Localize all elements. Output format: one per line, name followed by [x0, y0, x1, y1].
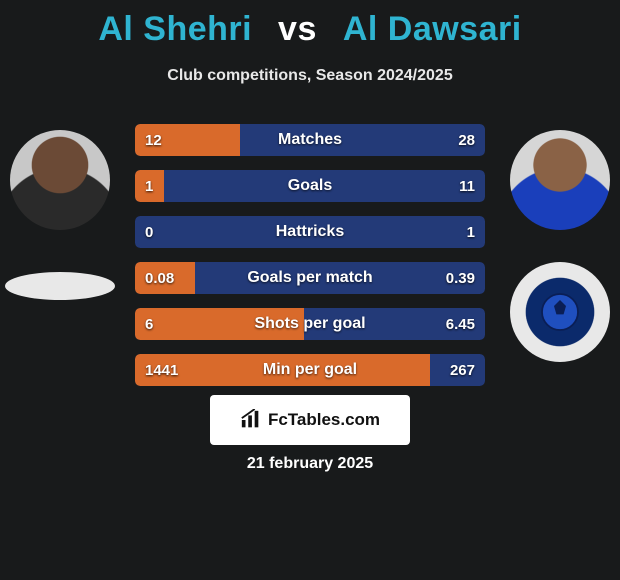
stat-value-right: 267 [450, 354, 475, 386]
club-ball-icon [530, 282, 590, 342]
stat-label: Goals [135, 170, 485, 202]
stat-value-right: 1 [467, 216, 475, 248]
title-vs: vs [278, 10, 317, 48]
stat-value-right: 28 [458, 124, 475, 156]
stat-label: Shots per goal [135, 308, 485, 340]
stat-label: Goals per match [135, 262, 485, 294]
title-player2: Al Dawsari [343, 10, 522, 48]
date-text: 21 february 2025 [0, 455, 620, 473]
stats-container: 12Matches281Goals110Hattricks10.08Goals … [135, 124, 485, 386]
left-avatars [10, 130, 110, 300]
right-avatars [510, 130, 610, 362]
stat-label: Matches [135, 124, 485, 156]
stat-value-right: 0.39 [446, 262, 475, 294]
page-title: Al Shehri vs Al Dawsari [0, 0, 620, 49]
stat-row: 0Hattricks1 [135, 216, 485, 248]
title-player1: Al Shehri [98, 10, 252, 48]
subtitle: Club competitions, Season 2024/2025 [0, 67, 620, 85]
player1-avatar [10, 130, 110, 230]
chart-icon [240, 409, 262, 431]
branding-badge: FcTables.com [210, 395, 410, 445]
stat-value-right: 6.45 [446, 308, 475, 340]
player1-club-logo [5, 272, 115, 300]
stat-row: 1Goals11 [135, 170, 485, 202]
player2-avatar [510, 130, 610, 230]
stat-row: 6Shots per goal6.45 [135, 308, 485, 340]
stat-row: 12Matches28 [135, 124, 485, 156]
stat-row: 1441Min per goal267 [135, 354, 485, 386]
stat-label: Hattricks [135, 216, 485, 248]
branding-text: FcTables.com [268, 410, 380, 430]
stat-label: Min per goal [135, 354, 485, 386]
stat-row: 0.08Goals per match0.39 [135, 262, 485, 294]
player2-club-logo [510, 262, 610, 362]
stat-value-right: 11 [459, 170, 475, 202]
